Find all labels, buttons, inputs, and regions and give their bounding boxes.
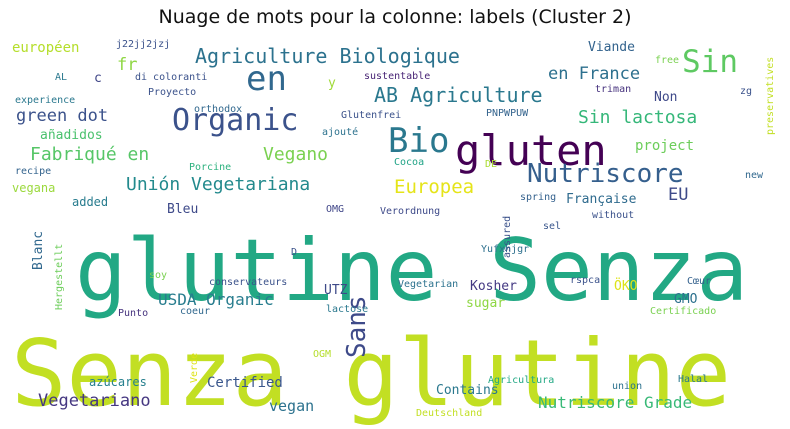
word-d: D — [291, 247, 297, 258]
word-française: Française — [566, 192, 637, 207]
word-vegetariano: Vegetariano — [38, 391, 151, 411]
word-j22jj2jzj: j22jj2jzj — [116, 39, 170, 50]
word-glutine-senza: glutine Senza — [75, 221, 748, 321]
word-vegana: vegana — [12, 181, 55, 195]
word-verordnung: Verordnung — [380, 206, 440, 217]
word-de: DE — [485, 159, 497, 170]
word-européen: européen — [12, 40, 79, 56]
word-recipe: recipe — [15, 166, 51, 177]
word-fr: fr — [117, 55, 137, 75]
word-spring: spring — [520, 192, 556, 203]
word-c: c — [94, 71, 102, 86]
word-orthodox: orthodox — [194, 104, 242, 115]
word-sel: sel — [543, 221, 561, 232]
word-blanc: Blanc — [31, 231, 46, 270]
word-bio: Bio — [388, 121, 449, 161]
word-al: AL — [55, 72, 67, 83]
word-deutschland: Deutschland — [416, 408, 482, 419]
word-eu: EU — [668, 185, 688, 205]
word-contains: Contains — [436, 383, 499, 398]
word-organic: Organic — [172, 103, 298, 138]
word-new: new — [745, 170, 764, 181]
word-halal: Halal — [678, 374, 708, 385]
word-union: union — [612, 381, 642, 392]
word-punto: Punto — [118, 308, 148, 319]
word-omg: OMG — [326, 204, 344, 215]
word-öko: ÖKO — [614, 277, 638, 294]
word-unión-vegetariana: Unión Vegetariana — [126, 174, 310, 195]
word-nutriscore: Nutriscore — [527, 159, 684, 189]
word-conservateurs: conservateurs — [209, 277, 287, 288]
word-sin: Sin — [682, 44, 738, 80]
word-sin-lactosa: Sin lactosa — [578, 107, 697, 128]
word-added: added — [72, 195, 108, 209]
word-vegan: vegan — [269, 397, 314, 415]
word-ab-agriculture: AB Agriculture — [374, 83, 543, 107]
word-gluten: gluten — [455, 126, 607, 175]
word-assured: assured — [502, 216, 513, 258]
word-usda-organic: USDA Organic — [158, 290, 274, 309]
word-hergestellt: Hergestellt — [54, 244, 65, 310]
word-añadidos: añadidos — [40, 128, 103, 143]
word-soy: soy — [149, 270, 167, 281]
word-europea: Europea — [394, 176, 474, 198]
word-certified: Certified — [207, 375, 283, 391]
word-di-coloranti: di coloranti — [135, 72, 207, 83]
word-rspca: rspca — [570, 275, 600, 286]
word-y: y — [328, 76, 336, 91]
word-experience: experience — [15, 95, 75, 106]
word-porcine: Porcine — [189, 162, 231, 173]
word-nutriscore-grade: Nutriscore Grade — [538, 393, 692, 412]
word-ajouté: ajouté — [322, 126, 358, 138]
word-coeur: coeur — [180, 306, 210, 317]
word-fabriqué-en: Fabriqué en — [30, 144, 149, 165]
word-preservatives: preservatives — [765, 57, 776, 135]
word-senza-glutine: Senza glutine — [11, 320, 731, 427]
word-proyecto: Proyecto — [148, 87, 196, 98]
word-cœur: Cœur — [687, 276, 711, 287]
word-zg: zg — [740, 86, 752, 97]
chart-title: Nuage de mots pour la colonne: labels (C… — [158, 6, 632, 28]
word-verde: Verde — [189, 353, 200, 383]
word-vegano: Vegano — [263, 144, 328, 165]
word-certificado: Certificado — [650, 306, 716, 317]
word-agriculture-biologique: Agriculture Biologique — [195, 44, 460, 68]
word-pnpwpuw: PNPWPUW — [486, 108, 529, 119]
word-yufxhjgr: Yufxhjgr — [481, 244, 529, 255]
word-project: project — [635, 138, 694, 154]
word-vegetarian: Vegetarian — [398, 279, 458, 290]
word-sustentable: sustentable — [364, 71, 430, 82]
word-en: en — [246, 59, 287, 99]
word-gmo: GMO — [674, 292, 698, 307]
word-cocoa: Cocoa — [394, 157, 424, 168]
word-green-dot: green dot — [16, 106, 108, 126]
word-viande: Viande — [588, 40, 635, 55]
word-non: Non — [654, 90, 677, 105]
word-agricultura: Agricultura — [488, 375, 554, 386]
word-kosher: Kosher — [470, 279, 517, 294]
word-bleu: Bleu — [167, 202, 198, 217]
word-free: free — [655, 55, 679, 66]
word-lactose: lactose — [326, 304, 368, 315]
word-azúcares: azúcares — [89, 375, 147, 389]
word-without: without — [592, 210, 634, 221]
word-glutenfrei: Glutenfrei — [341, 110, 401, 121]
word-ogm: OGM — [313, 349, 331, 360]
word-utz: UTZ — [324, 283, 348, 298]
word-sugar: sugar — [466, 296, 505, 311]
word-en-france: en France — [548, 64, 640, 84]
word-sans: Sans — [342, 295, 372, 358]
word-triman: triman — [595, 84, 631, 95]
